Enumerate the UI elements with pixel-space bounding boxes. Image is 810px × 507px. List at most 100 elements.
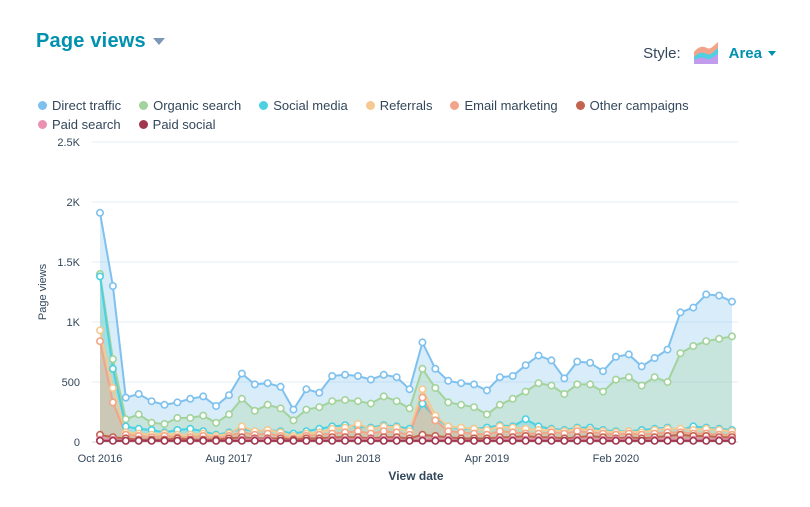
point-direct-traffic (547, 356, 556, 365)
point-email-marketing (431, 416, 440, 425)
point-organic-search (134, 410, 143, 419)
point-direct-traffic (508, 371, 517, 380)
legend-swatch (365, 100, 375, 110)
legend-swatch (139, 100, 149, 110)
chart-legend: Direct traffic Organic search Social media… (38, 97, 738, 132)
point-organic-search (560, 389, 569, 398)
legend-swatch (38, 100, 47, 110)
legend-item-social-media[interactable]: Social media (259, 97, 348, 113)
point-paid-social (689, 436, 698, 445)
point-paid-social (341, 436, 350, 445)
point-direct-traffic (534, 351, 543, 360)
point-organic-search (508, 394, 517, 403)
point-paid-social (186, 436, 195, 445)
point-direct-traffic (121, 393, 130, 402)
point-direct-traffic (212, 401, 221, 410)
point-organic-search (186, 413, 195, 422)
legend-item-other-campaigns[interactable]: Other campaigns (575, 97, 689, 113)
y-tick-label: 2K (67, 197, 81, 209)
legend-item-organic-search[interactable]: Organic search (139, 97, 241, 113)
point-organic-search (276, 404, 285, 413)
point-paid-social (611, 436, 620, 445)
legend-item-direct-traffic[interactable]: Direct traffic (38, 97, 121, 113)
point-direct-traffic (650, 353, 659, 362)
legend-item-paid-search[interactable]: Paid search (38, 116, 121, 132)
legend-label: Email marketing (464, 97, 558, 113)
point-paid-social (637, 436, 646, 445)
y-tick-label: 500 (62, 377, 80, 389)
point-organic-search (534, 379, 543, 388)
point-organic-search (599, 387, 608, 396)
point-organic-search (341, 395, 350, 404)
point-organic-search (521, 387, 530, 396)
style-selector[interactable]: Style: Area (643, 40, 776, 66)
point-direct-traffic (315, 388, 324, 397)
legend-label: Paid social (152, 116, 216, 132)
point-paid-social (173, 436, 182, 445)
point-paid-social (534, 436, 543, 445)
point-direct-traffic (237, 369, 246, 378)
point-social-media (521, 415, 530, 424)
point-direct-traffic (431, 364, 440, 373)
point-organic-search (418, 364, 427, 373)
legend-item-referrals[interactable]: Referrals (365, 97, 432, 113)
point-paid-social (199, 436, 208, 445)
point-organic-search (715, 334, 724, 343)
point-organic-search (173, 413, 182, 422)
legend-swatch (38, 119, 47, 129)
point-direct-traffic (624, 350, 633, 359)
point-direct-traffic (379, 370, 388, 379)
legend-label: Paid search (52, 116, 121, 132)
point-paid-social (521, 436, 530, 445)
point-paid-social (470, 436, 479, 445)
area-chart-icon (693, 42, 718, 64)
legend-swatch (138, 119, 148, 129)
report-title-dropdown[interactable]: Page views (36, 30, 165, 53)
point-paid-social (379, 436, 388, 445)
point-paid-social (599, 436, 608, 445)
point-direct-traffic (366, 375, 375, 384)
legend-label: Social media (273, 97, 348, 113)
legend-item-email-marketing[interactable]: Email marketing (450, 97, 558, 113)
legend-label: Organic search (153, 97, 242, 113)
point-organic-search (573, 380, 582, 389)
point-direct-traffic (328, 371, 337, 380)
point-paid-social (134, 436, 143, 445)
point-direct-traffic (392, 373, 401, 382)
point-paid-social (624, 436, 633, 445)
x-tick-label: Aug 2017 (205, 453, 252, 465)
point-paid-social (366, 436, 375, 445)
point-direct-traffic (134, 389, 143, 398)
y-tick-label: 2.5K (57, 137, 80, 149)
point-organic-search (237, 394, 246, 403)
point-paid-social (482, 436, 491, 445)
area-organic-search (100, 274, 732, 442)
legend-swatch (259, 100, 269, 110)
point-paid-social (250, 436, 259, 445)
point-organic-search (199, 411, 208, 420)
point-direct-traffic (147, 397, 156, 406)
point-organic-search (315, 403, 324, 412)
page-title: Page views (36, 30, 146, 52)
point-paid-social (108, 436, 117, 445)
point-paid-social (289, 436, 298, 445)
point-direct-traffic (470, 380, 479, 389)
point-direct-traffic (573, 357, 582, 366)
point-organic-search (637, 381, 646, 390)
caret-down-icon (768, 50, 776, 56)
legend-item-paid-social[interactable]: Paid social (138, 116, 216, 132)
style-label: Style: (643, 44, 681, 62)
point-paid-social (405, 436, 414, 445)
point-organic-search (224, 410, 233, 419)
point-direct-traffic (405, 385, 414, 394)
point-paid-social (302, 436, 311, 445)
point-paid-social (160, 436, 169, 445)
point-paid-social (650, 436, 659, 445)
point-direct-traffic (276, 382, 285, 391)
point-paid-social (560, 436, 569, 445)
point-organic-search (727, 332, 736, 341)
point-paid-social (418, 436, 427, 445)
point-paid-social (212, 436, 221, 445)
point-organic-search (689, 341, 698, 350)
point-direct-traffic (444, 376, 453, 385)
